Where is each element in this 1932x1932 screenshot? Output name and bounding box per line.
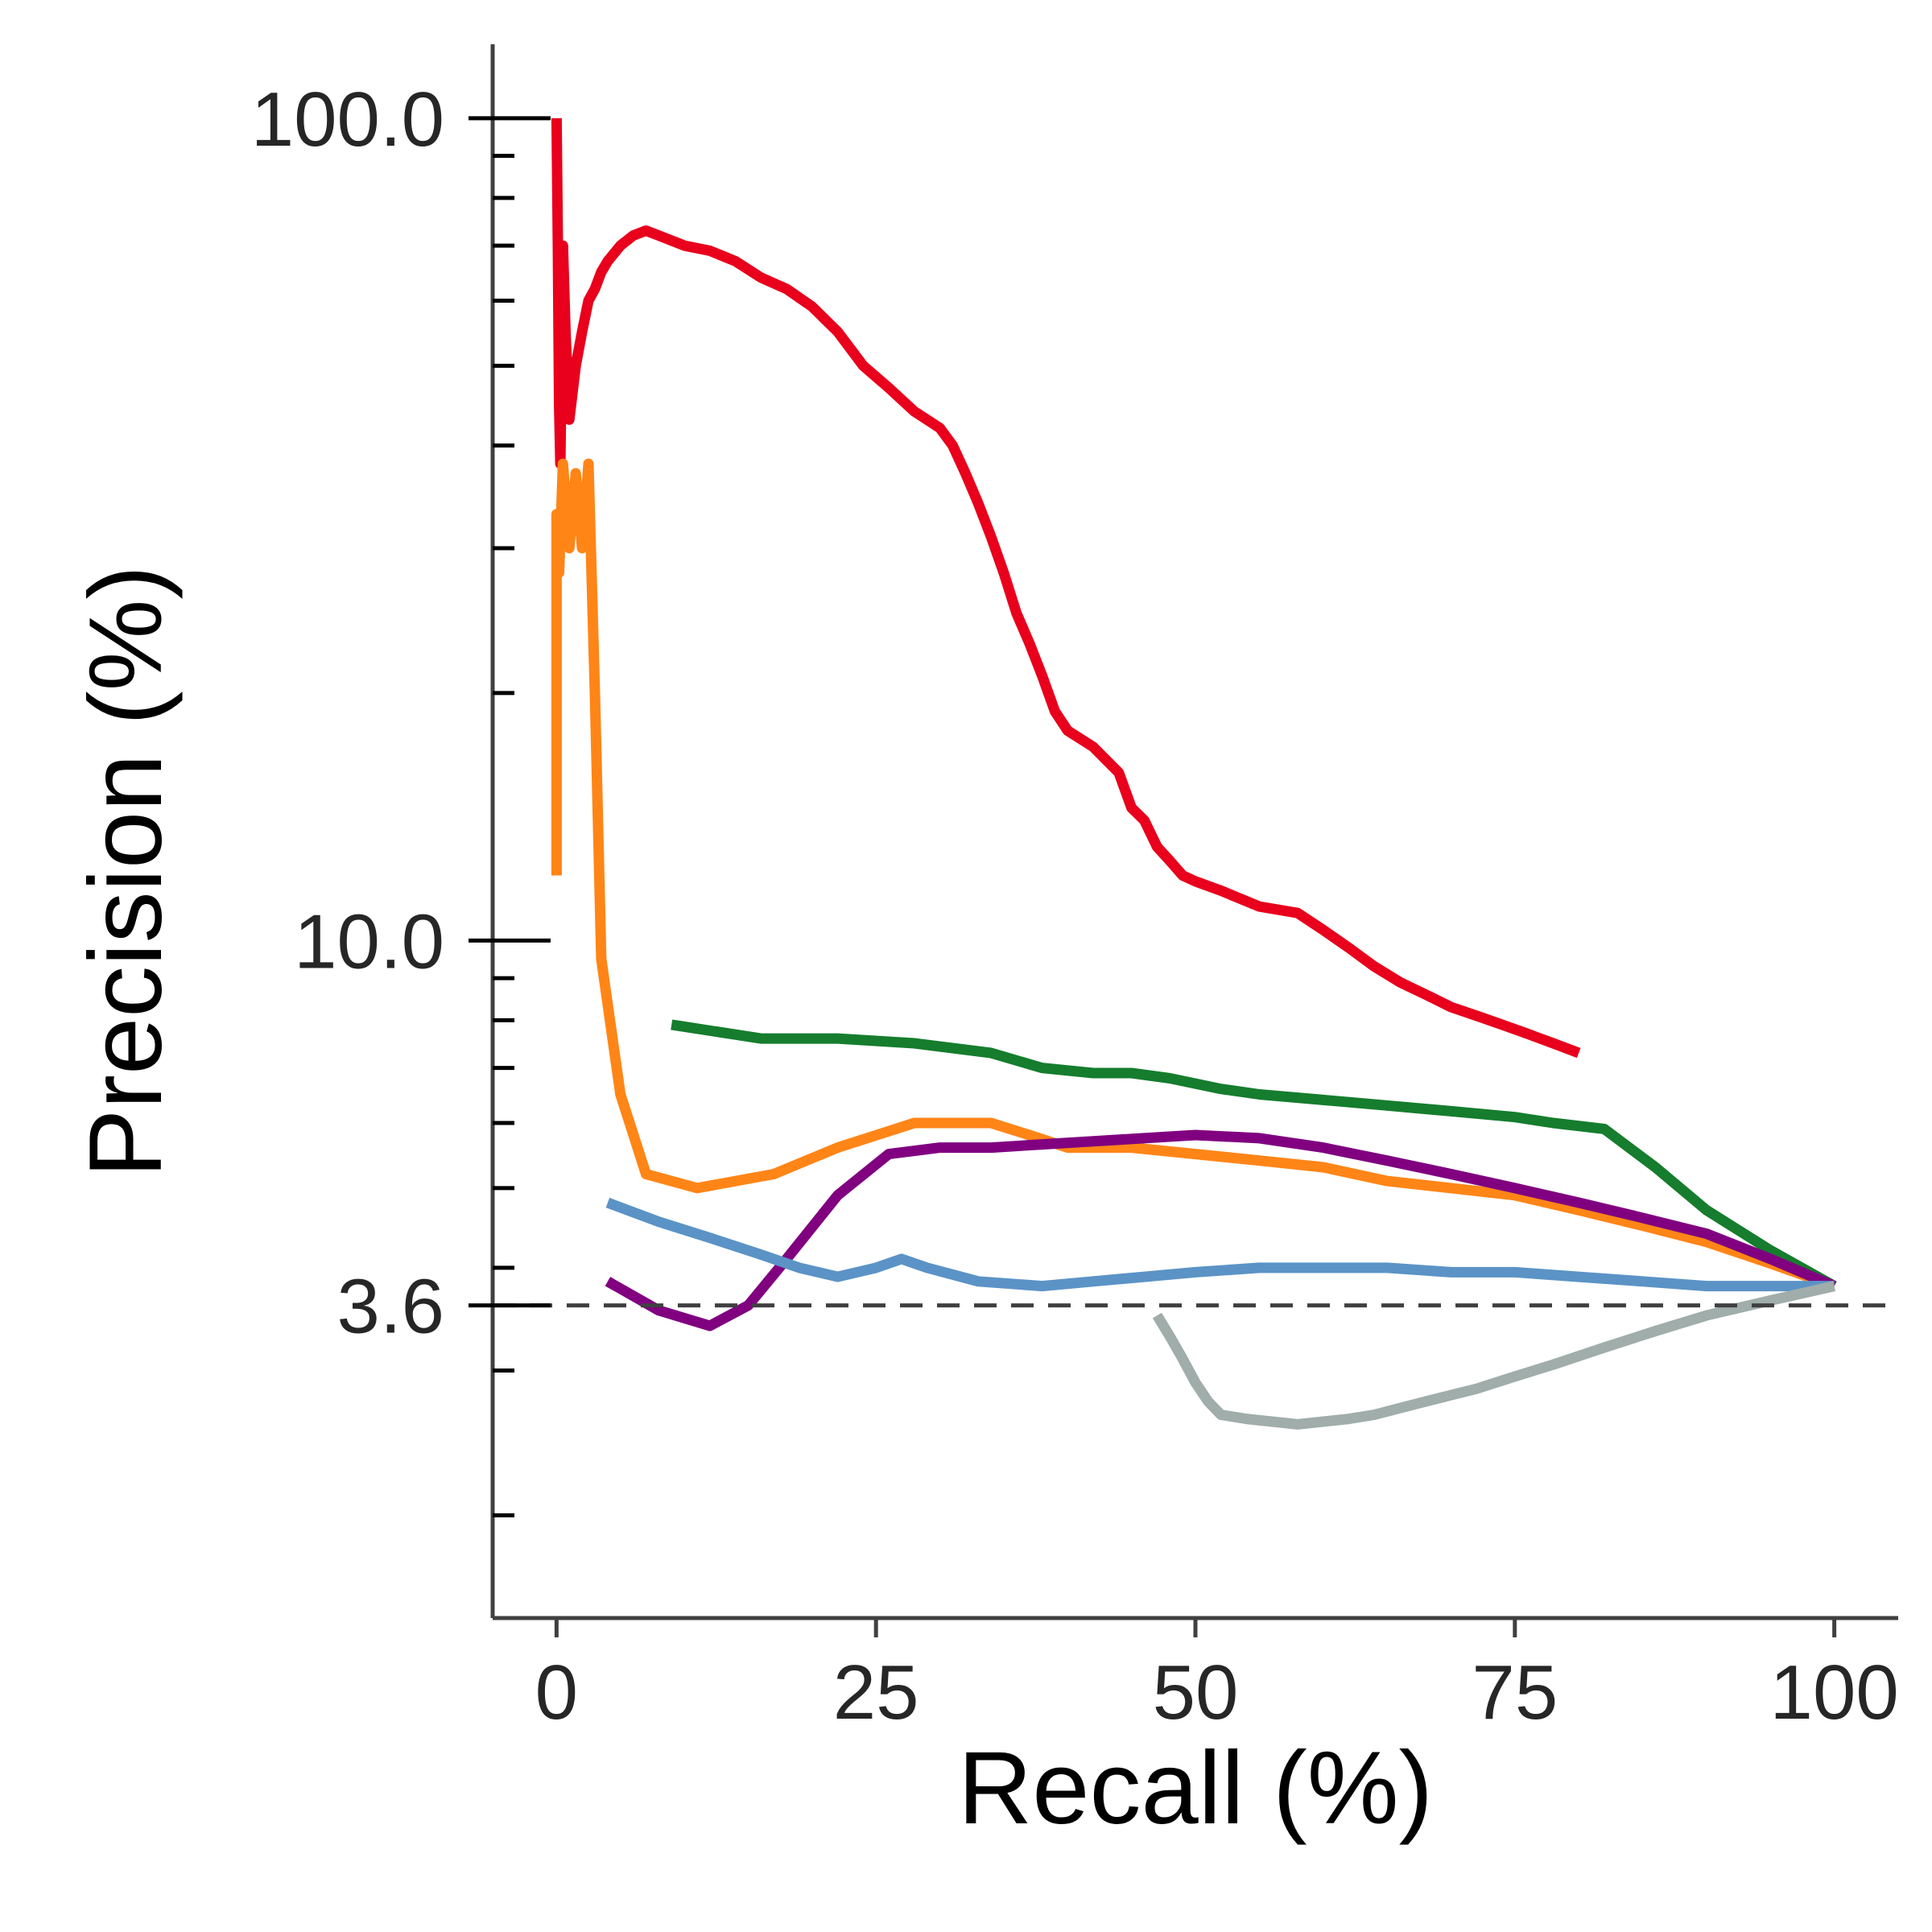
x-axis-title: Recall (%) <box>958 1731 1433 1846</box>
x-tick-label-100: 100 <box>1770 1649 1899 1736</box>
series-line-0 <box>551 118 1581 1059</box>
series-line-5 <box>1152 1281 1836 1430</box>
x-tick-label-0: 0 <box>535 1649 578 1736</box>
ticks-layer: 0 25 50 75 100 100.0 10.0 3.6 <box>251 76 1899 1736</box>
y-tick-label-1: 10.0 <box>294 898 444 985</box>
x-tick-label-75: 75 <box>1472 1649 1558 1736</box>
series-layer <box>551 118 1837 1430</box>
series-line-4 <box>605 1197 1835 1292</box>
series-line-2 <box>671 1019 1837 1291</box>
y-axis-title: Precision (%) <box>68 565 184 1178</box>
series-line-1 <box>551 458 1836 1291</box>
x-tick-label-50: 50 <box>1153 1649 1239 1736</box>
y-tick-label-2: 3.6 <box>337 1264 444 1350</box>
x-tick-label-25: 25 <box>833 1649 919 1736</box>
y-tick-label-0: 100.0 <box>251 76 444 163</box>
series-line-3 <box>605 1129 1837 1331</box>
